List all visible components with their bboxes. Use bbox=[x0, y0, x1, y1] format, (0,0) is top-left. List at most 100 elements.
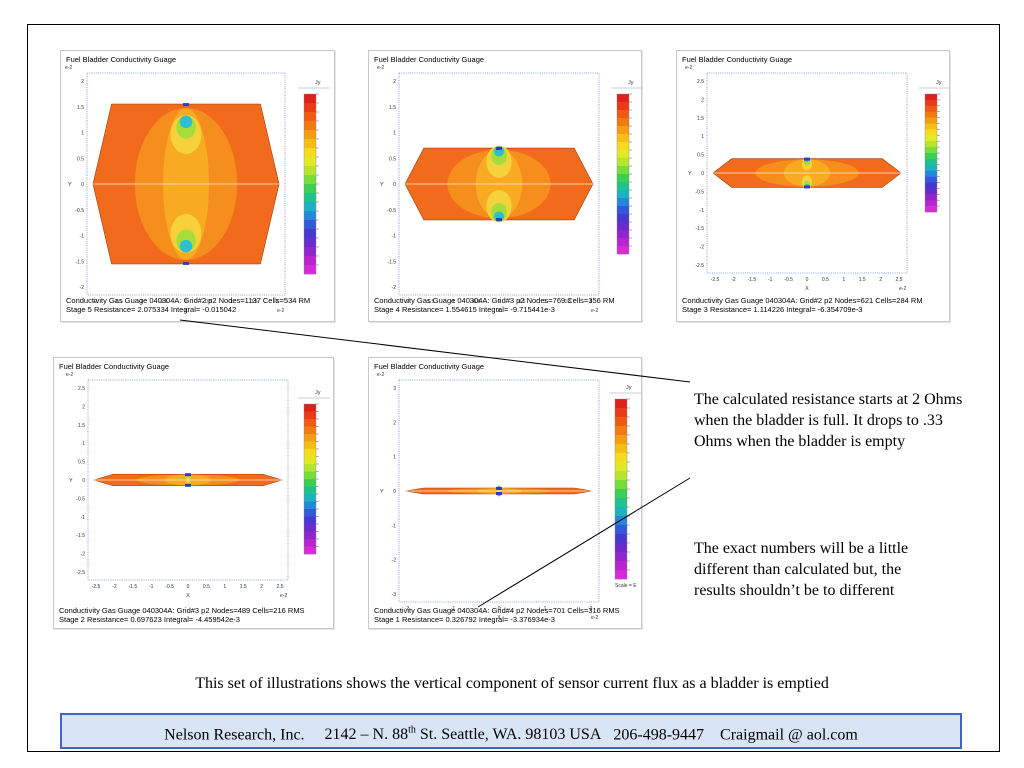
y-tick-label: 2.5 bbox=[78, 386, 85, 392]
legend-swatch bbox=[304, 456, 316, 465]
legend-swatch bbox=[617, 198, 629, 207]
x-tick-label: 0.5 bbox=[205, 299, 212, 305]
legend-swatch bbox=[925, 200, 937, 207]
legend-swatch bbox=[615, 552, 627, 562]
current-flux-plot: e-2 2.5 2 1.5 1 0.5 0 -0.5 -1 -1.5 -2 -2.5 -2.5 -2 -1.… bbox=[66, 372, 330, 599]
panel-title: Fuel Bladder Conductivity Guage bbox=[66, 55, 177, 64]
electrode-bottom bbox=[804, 185, 810, 189]
legend-swatch bbox=[304, 441, 316, 450]
legend-swatch bbox=[925, 170, 937, 177]
legend-swatch bbox=[304, 247, 316, 257]
electrode-bottom bbox=[496, 217, 502, 221]
y-tick-label: 2 bbox=[393, 79, 396, 85]
electrode-bottom bbox=[185, 483, 191, 487]
x-tick-label: -1 bbox=[451, 606, 456, 612]
legend-swatch bbox=[617, 190, 629, 199]
legend-swatch bbox=[304, 471, 316, 480]
x-tick-label: -1 bbox=[768, 277, 773, 283]
unit-label: e-2 bbox=[377, 65, 384, 71]
legend-swatch bbox=[925, 141, 937, 148]
current-flux-plot: e-2 2 1.5 1 0.5 0 -0.5 -1 -1.5 -2 -2 -1.5 -1 -0.5 0 0.5… bbox=[65, 65, 330, 314]
legend-swatch bbox=[615, 570, 627, 580]
electrode-top bbox=[183, 103, 189, 107]
y-axis-label: Y bbox=[380, 489, 384, 495]
legend-swatch bbox=[304, 103, 316, 113]
y-axis-label: Y bbox=[688, 171, 692, 177]
legend-swatch bbox=[304, 139, 316, 149]
y-tick-label: -3 bbox=[392, 592, 397, 598]
x-tick-label: 1 bbox=[230, 299, 233, 305]
legend-swatch bbox=[925, 123, 937, 130]
legend-swatch bbox=[304, 404, 316, 412]
y-tick-label: -1 bbox=[392, 523, 397, 529]
unit-label: e-2 bbox=[66, 372, 73, 378]
legend-swatch bbox=[304, 175, 316, 185]
y-tick-label: 2 bbox=[82, 404, 85, 410]
x-tick-label: 1 bbox=[544, 606, 547, 612]
email-address[interactable]: Craigmail @ aol.com bbox=[720, 726, 858, 744]
legend-swatch bbox=[304, 193, 316, 203]
x-tick-label: 0.5 bbox=[519, 299, 526, 305]
legend-swatch bbox=[304, 229, 316, 239]
x-tick-label: -0.5 bbox=[159, 299, 168, 305]
x-tick-label: 0.5 bbox=[822, 277, 829, 283]
legend-swatch bbox=[304, 202, 316, 212]
legend-frame bbox=[303, 403, 317, 555]
legend-label: Jy bbox=[626, 385, 632, 391]
y-tick-label: 0.5 bbox=[389, 156, 396, 162]
legend-swatch bbox=[615, 453, 627, 463]
unit-label: e-2 bbox=[685, 65, 692, 71]
legend-swatch bbox=[925, 188, 937, 195]
y-tick-label: -1.5 bbox=[695, 226, 704, 232]
y-axis-label: Y bbox=[69, 478, 73, 484]
y-tick-label: -2 bbox=[81, 552, 86, 558]
legend-label: Jy bbox=[936, 80, 942, 86]
y-tick-label: 1.5 bbox=[77, 105, 84, 111]
legend-swatch bbox=[304, 130, 316, 140]
panel-footer-line2: Stage 5 Resistance= 2.075334 Integral= -… bbox=[66, 305, 237, 314]
y-tick-label: -2 bbox=[392, 285, 397, 291]
x-tick-label: 0 bbox=[187, 584, 190, 590]
x-tick-label: -2 bbox=[405, 606, 410, 612]
legend-swatch bbox=[304, 501, 316, 510]
legend-swatch bbox=[925, 99, 937, 107]
y-tick-label: -0.5 bbox=[76, 496, 85, 502]
legend-swatch bbox=[615, 525, 627, 535]
resistance-note: The calculated resistance starts at 2 Oh… bbox=[694, 391, 963, 450]
legend-frame bbox=[616, 93, 630, 255]
y-tick-label: 1 bbox=[701, 134, 704, 140]
legend-frame bbox=[303, 93, 317, 275]
plot-panel-stage-4: Fuel Bladder Conductivity Guage e-2 2 1.5 1… bbox=[368, 50, 642, 322]
legend-swatch bbox=[615, 561, 627, 571]
x-tick-label: 2.5 bbox=[277, 584, 284, 590]
legend-swatch bbox=[304, 211, 316, 221]
unit-label: e-2 bbox=[377, 372, 384, 378]
legend-label: Jy bbox=[315, 80, 321, 86]
legend-swatch bbox=[617, 94, 629, 103]
legend-swatch bbox=[617, 182, 629, 191]
x-tick-label: 0.5 bbox=[203, 584, 210, 590]
y-tick-label: 0 bbox=[81, 182, 84, 188]
legend-swatch bbox=[925, 182, 937, 189]
legend-swatch bbox=[925, 105, 937, 112]
legend-swatch bbox=[925, 176, 937, 183]
panel-title: Fuel Bladder Conductivity Guage bbox=[374, 55, 485, 64]
legend-swatch bbox=[615, 516, 627, 526]
legend-swatch bbox=[304, 220, 316, 230]
legend-swatch bbox=[304, 449, 316, 457]
y-tick-label: 0.5 bbox=[78, 460, 85, 466]
legend-swatch bbox=[617, 246, 629, 255]
x-unit-label: e-2 bbox=[591, 308, 598, 314]
y-axis-label: Y bbox=[68, 182, 72, 188]
legend-frame bbox=[924, 93, 938, 213]
x-unit-label: e-2 bbox=[280, 593, 287, 599]
plot-panel-stage-3: Fuel Bladder Conductivity Guage e-2 2.5 2 1… bbox=[676, 50, 950, 322]
legend-swatch bbox=[617, 142, 629, 151]
y-tick-label: 1.5 bbox=[389, 105, 396, 111]
legend-swatch bbox=[304, 516, 316, 525]
legend-swatch bbox=[925, 135, 937, 142]
current-flux-plot: e-2 2.5 2 1.5 1 0.5 0 -0.5 -1 -1.5 -2 -2.5 -2.5 -2 -1.… bbox=[685, 65, 949, 292]
y-tick-label: 1 bbox=[81, 131, 84, 137]
street-address: 2142 – N. 88th St. Seattle, WA. 98103 US… bbox=[324, 725, 602, 744]
y-tick-label: 0 bbox=[393, 489, 396, 495]
